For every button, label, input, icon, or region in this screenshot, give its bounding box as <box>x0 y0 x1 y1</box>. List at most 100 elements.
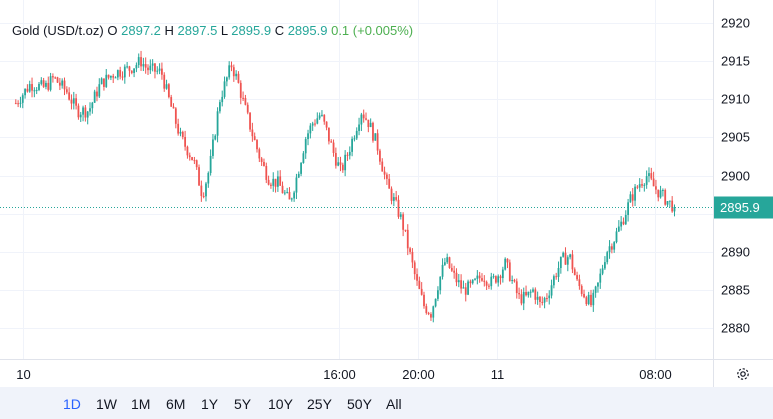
candle <box>295 173 298 200</box>
candle <box>525 285 527 297</box>
candle <box>402 212 405 237</box>
candle <box>330 139 333 143</box>
x-tick-label: 20:00 <box>402 367 435 382</box>
candle <box>323 114 326 125</box>
candle <box>263 158 265 167</box>
candle <box>170 94 173 107</box>
timeframe-1y-button[interactable]: 1Y <box>201 396 219 412</box>
candle <box>434 298 437 308</box>
candle <box>634 184 636 207</box>
candle <box>321 110 323 117</box>
candle <box>17 100 20 108</box>
candle <box>281 181 284 194</box>
candle <box>232 64 235 82</box>
candle <box>61 78 64 89</box>
candle <box>576 271 578 281</box>
candle <box>457 273 460 288</box>
candle <box>522 287 525 311</box>
candle <box>383 166 386 180</box>
candle <box>636 185 639 190</box>
candle <box>318 112 321 120</box>
timeframe-25y-button[interactable]: 25Y <box>307 396 332 412</box>
candle <box>163 72 166 92</box>
timeframe-1w-button[interactable]: 1W <box>96 396 117 412</box>
candle <box>372 121 374 143</box>
candle <box>641 178 643 189</box>
candle <box>147 64 149 76</box>
open-value: 2897.2 <box>121 23 161 38</box>
candle <box>501 266 504 283</box>
y-tick-label: 2900 <box>721 169 750 184</box>
candle <box>179 127 182 137</box>
candle <box>212 133 214 159</box>
candle <box>128 65 131 77</box>
candle <box>112 73 115 84</box>
candle <box>165 79 168 90</box>
candle <box>258 147 261 163</box>
candle <box>520 289 523 306</box>
candle <box>511 275 514 284</box>
timeframe-5y-button[interactable]: 5Y <box>234 396 252 412</box>
candle <box>54 76 57 79</box>
candle <box>564 247 567 265</box>
timeframe-6m-button[interactable]: 6M <box>166 396 186 412</box>
candle <box>585 295 588 306</box>
candle <box>432 305 435 323</box>
candle <box>583 289 585 299</box>
candle <box>270 182 272 189</box>
candle <box>107 74 110 80</box>
candle <box>225 76 228 87</box>
y-tick-label: 2910 <box>721 92 750 107</box>
candle <box>409 246 411 255</box>
price-axis[interactable]: 288028852890289529002905291029152920 <box>721 16 750 336</box>
timeframe-1d-button[interactable]: 1D <box>63 396 81 412</box>
candle <box>650 167 653 181</box>
candle <box>186 145 189 159</box>
candle <box>661 188 664 197</box>
candle <box>606 250 609 265</box>
candle <box>397 195 400 219</box>
time-axis[interactable]: 10 16:00 20:00 11 08:00 <box>16 367 672 382</box>
candle <box>49 72 52 92</box>
candle <box>198 164 200 186</box>
timeframe-all-button[interactable]: All <box>386 396 402 412</box>
candle <box>539 295 541 308</box>
last-price-label: 2895.9 <box>720 200 760 215</box>
candle <box>467 279 469 296</box>
candle <box>235 70 238 80</box>
candle <box>562 251 565 258</box>
candle <box>307 129 309 146</box>
candle <box>274 178 277 193</box>
candle <box>181 130 184 140</box>
candle <box>645 170 648 189</box>
candle <box>244 94 247 106</box>
candle <box>420 282 423 296</box>
candle <box>481 273 483 282</box>
candle <box>471 279 474 285</box>
timeframe-50y-button[interactable]: 50Y <box>347 396 372 412</box>
candle <box>93 89 96 103</box>
candle <box>33 87 36 98</box>
candle <box>578 274 581 290</box>
candle <box>140 50 142 71</box>
candle <box>35 87 38 95</box>
candle <box>256 138 258 153</box>
y-tick-label: 2905 <box>721 130 750 145</box>
timeframe-10y-button[interactable]: 10Y <box>268 396 293 412</box>
candle <box>638 178 641 192</box>
candle <box>629 191 632 203</box>
candle <box>469 279 472 288</box>
candle <box>425 303 428 315</box>
candle <box>617 220 620 233</box>
candle <box>214 134 217 141</box>
candle <box>587 291 590 306</box>
candle <box>506 258 509 269</box>
timeframe-1m-button[interactable]: 1M <box>131 396 151 412</box>
candle <box>21 93 24 109</box>
candle <box>202 192 205 199</box>
candle <box>184 130 187 151</box>
candle <box>569 253 572 260</box>
settings-gear-icon[interactable] <box>735 366 751 382</box>
candle <box>172 103 175 109</box>
